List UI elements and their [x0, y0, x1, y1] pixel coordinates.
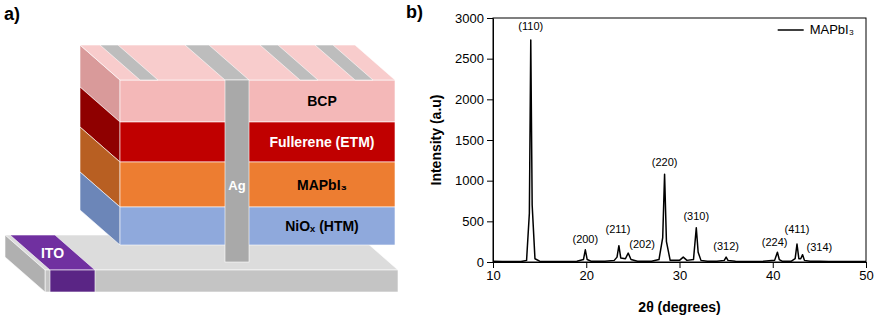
- peak-label: (110): [518, 20, 543, 32]
- electrode-stripe: [185, 45, 249, 80]
- plot-marks: [493, 40, 866, 262]
- legend-label: MAPbI₃: [810, 22, 854, 37]
- y-tick-label: 3000: [455, 11, 484, 26]
- peak-label: (310): [683, 210, 709, 222]
- y-tick: 3000: [455, 11, 493, 26]
- plot-frame: [493, 18, 866, 262]
- annotations: (110) (200) (211) (202) (220) (310) (312) (224)…: [518, 20, 832, 252]
- layer-front: [120, 207, 395, 245]
- x-tick-label: 50: [859, 268, 873, 283]
- layer-label: MAPbI₃: [297, 177, 347, 193]
- substrate-front: [45, 270, 398, 292]
- peak-label: (200): [572, 233, 598, 245]
- legend: MAPbI₃: [778, 22, 854, 37]
- electrode-label: Ag: [228, 178, 245, 193]
- y-tick-label: 2000: [455, 92, 484, 107]
- y-tick-mark: [487, 59, 493, 60]
- electrode-front: [225, 80, 249, 262]
- x-tick: 50: [859, 262, 873, 283]
- y-tick-label: 1000: [455, 173, 484, 188]
- y-tick-mark: [487, 99, 493, 100]
- y-tick-mark: [487, 181, 493, 182]
- xrd-chart: b)10203040500500100015002000250030002θ (…: [406, 2, 874, 315]
- peak-label: (211): [606, 223, 631, 235]
- layer-label: BCP: [307, 93, 337, 109]
- y-tick: 0: [477, 255, 493, 270]
- layer-front: [120, 122, 395, 162]
- data-line: [493, 40, 866, 262]
- y-tick: 1500: [455, 133, 493, 148]
- y-tick-label: 500: [462, 214, 484, 229]
- x-tick-mark: [493, 262, 494, 268]
- y-tick-label: 0: [477, 255, 484, 270]
- substrate-label: ITO: [41, 245, 64, 261]
- electrode-stripe: [315, 45, 373, 80]
- y-tick-label: 2500: [455, 51, 484, 66]
- y-tick: 2000: [455, 92, 493, 107]
- peak-label: (314): [807, 241, 833, 253]
- y-tick: 500: [462, 214, 493, 229]
- x-tick-mark: [586, 262, 587, 268]
- layer-side: [80, 172, 120, 245]
- x-tick: 40: [766, 262, 780, 283]
- ito-band: [10, 235, 95, 270]
- x-tick-label: 30: [673, 268, 687, 283]
- y-tick-mark: [487, 18, 493, 19]
- figure: a) ITO Ag BCP Fullerene (ETM) MAPbI₃ NiOₓ (HTM…: [0, 0, 889, 333]
- layer-label: NiOₓ (HTM): [285, 218, 359, 234]
- y-tick: 1000: [455, 173, 493, 188]
- peak-label: (224): [762, 236, 788, 248]
- peak-label: (312): [713, 240, 739, 252]
- x-tick-label: 20: [580, 268, 594, 283]
- layer-label: Fullerene (ETM): [269, 134, 374, 150]
- layer-front: [120, 80, 395, 122]
- peak-label: (220): [652, 156, 678, 168]
- y-tick-mark: [487, 221, 493, 222]
- layer-front: [120, 162, 395, 207]
- device-diagram: a) ITO Ag BCP Fullerene (ETM) MAPbI₃ NiOₓ (HTM…: [4, 4, 398, 292]
- y-axis: 0 500 1000 1500 2000 2500 3000: [455, 11, 493, 270]
- layer-top: [80, 45, 395, 80]
- x-tick: 30: [673, 262, 687, 283]
- electrode-stripe: [260, 45, 318, 80]
- legend-swatch: [778, 29, 804, 31]
- x-tick: 20: [580, 262, 594, 283]
- y-axis-line: [493, 19, 494, 263]
- peak-label: (202): [629, 238, 655, 250]
- x-tick-label: 10: [486, 268, 500, 283]
- y-tick-mark: [487, 140, 493, 141]
- y-tick: 2500: [455, 51, 493, 66]
- x-axis-title: 2θ (degrees): [638, 299, 720, 315]
- y-tick-mark: [487, 262, 493, 263]
- peak-label: (411): [785, 223, 810, 235]
- y-axis-title: Intensity (a.u): [428, 94, 444, 185]
- x-tick-mark: [773, 262, 774, 268]
- panel-label: b): [406, 2, 423, 22]
- x-tick-mark: [680, 262, 681, 268]
- x-axis: 10 20 30 40 50: [486, 262, 873, 283]
- y-tick-label: 1500: [455, 133, 484, 148]
- x-tick-mark: [866, 262, 867, 268]
- x-tick: 10: [486, 262, 500, 283]
- electrode-stripe: [100, 45, 158, 80]
- ito-front: [50, 270, 95, 292]
- x-tick-label: 40: [766, 268, 780, 283]
- panel-label: a): [4, 4, 20, 24]
